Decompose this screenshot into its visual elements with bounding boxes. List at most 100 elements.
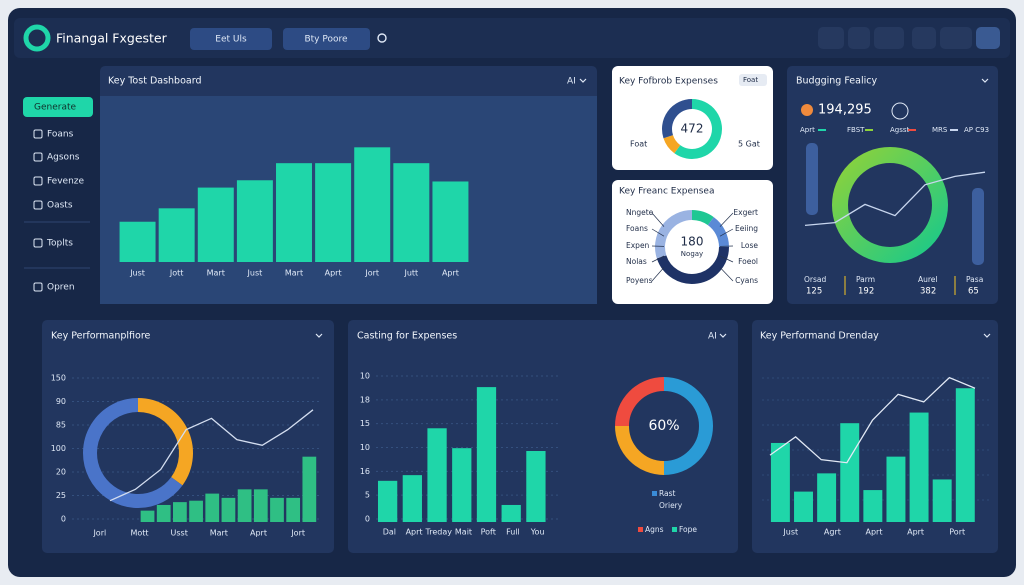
bar (817, 473, 837, 522)
callout-label: Lose (741, 241, 759, 250)
x-tick-label: Aprt (406, 528, 423, 537)
icon-button[interactable] (874, 27, 904, 49)
y-tick-label: 5 (365, 491, 370, 500)
donut-center: 472 (681, 122, 704, 136)
bar (501, 504, 521, 522)
x-tick-label: Mait (455, 528, 472, 537)
search-icon[interactable] (377, 33, 387, 43)
donut-segment (662, 99, 693, 139)
donut-segment (674, 99, 722, 159)
logo (23, 24, 51, 52)
legend-swatch (865, 129, 873, 131)
sidebar-item[interactable]: Toplts (46, 239, 73, 249)
leader (651, 267, 665, 282)
bar (393, 163, 430, 262)
bar (932, 479, 952, 522)
tab[interactable] (190, 28, 272, 50)
callout-label: Poyens (626, 276, 653, 285)
callout-label: Nolas (626, 257, 647, 266)
panel-title: Key Tost Dashboard (108, 76, 201, 87)
sidebar-item[interactable]: Opren (47, 283, 75, 293)
legend-label: FBST (847, 126, 865, 134)
icon-button[interactable] (912, 27, 936, 49)
legend-label: Oriery (659, 501, 683, 510)
sidebar-item[interactable]: Fevenze (47, 177, 85, 187)
bar (236, 180, 273, 262)
bar (476, 387, 497, 522)
panel-menu[interactable]: AI (567, 77, 576, 87)
y-tick-label: 100 (51, 444, 66, 453)
item-icon (33, 282, 43, 292)
side-bar (806, 143, 818, 215)
legend-label: Fope (679, 525, 697, 534)
legend-label: Rast (659, 489, 676, 498)
donut-segment (707, 217, 729, 248)
bar (770, 442, 790, 522)
tab-label[interactable]: Bty Poore (304, 35, 348, 45)
x-tick-label: Aprt (442, 269, 459, 278)
trend-line (804, 171, 986, 227)
legend-label: Aprt (800, 126, 815, 134)
tab-label[interactable]: Eet Uls (215, 35, 247, 45)
x-tick-label: Aprt (250, 529, 267, 538)
callout-label: Cyans (735, 276, 758, 285)
panel (612, 66, 773, 170)
item-icon (33, 200, 43, 210)
ring (832, 147, 948, 263)
x-tick-label: Aprt (325, 269, 342, 278)
sidebar-item[interactable]: Oasts (47, 201, 73, 211)
y-tick-label: 10 (360, 372, 370, 381)
x-tick-label: Jort (290, 529, 305, 538)
y-tick-label: 90 (56, 397, 66, 406)
icon-button[interactable] (940, 27, 972, 49)
panel-menu[interactable]: AI (708, 332, 717, 342)
bar (955, 388, 975, 522)
bar (119, 221, 156, 262)
stat-value: 194,295 (818, 103, 872, 118)
item-icon (33, 152, 43, 162)
bar (270, 497, 284, 522)
panel-title: Budgging Fealicy (796, 76, 877, 87)
bar (158, 208, 195, 262)
stat-number: 192 (858, 287, 874, 297)
add-icon[interactable] (891, 102, 909, 120)
bar (315, 163, 352, 262)
x-tick-label: Jott (169, 269, 184, 278)
bar (432, 181, 469, 262)
stat-label: Aurel (918, 275, 938, 284)
leader (719, 267, 734, 282)
dropdown-label[interactable]: Foat (743, 76, 758, 84)
sidebar-item[interactable]: Foans (47, 130, 74, 140)
panel-title: Key Performanplfiore (51, 331, 151, 342)
donut-label: 5 Gat (738, 140, 760, 149)
donut-label: Foat (630, 140, 647, 149)
x-tick-label: Just (247, 269, 263, 278)
donut-segment (137, 398, 193, 486)
stat-label: Pasa (966, 275, 983, 284)
callout-label: Exgert (733, 208, 758, 217)
callout-label: Foans (626, 224, 648, 233)
legend-swatch (908, 129, 916, 131)
generate-label[interactable]: Generate (34, 103, 76, 113)
y-tick-label: 85 (56, 421, 66, 430)
callout-label: Nngete (626, 208, 654, 217)
donut-segment (615, 425, 665, 475)
y-tick-label: 25 (56, 491, 66, 500)
callout-label: Foeol (738, 257, 758, 266)
dropdown[interactable] (739, 74, 767, 86)
trend-line (769, 376, 976, 464)
generate-button[interactable] (23, 97, 93, 117)
leader (651, 255, 665, 263)
stat-label: Parm (856, 275, 875, 284)
icon-button[interactable] (848, 27, 870, 49)
tab[interactable] (283, 28, 370, 50)
bar (863, 490, 883, 522)
icon-button[interactable] (818, 27, 844, 49)
panel-title: Casting for Expenses (357, 331, 457, 342)
legend-swatch (950, 129, 958, 131)
y-tick-label: 0 (61, 515, 66, 524)
bar (156, 504, 171, 522)
sidebar-item[interactable]: Agsons (47, 153, 80, 163)
stat-number: 65 (968, 287, 979, 297)
icon-button[interactable] (976, 27, 1000, 49)
